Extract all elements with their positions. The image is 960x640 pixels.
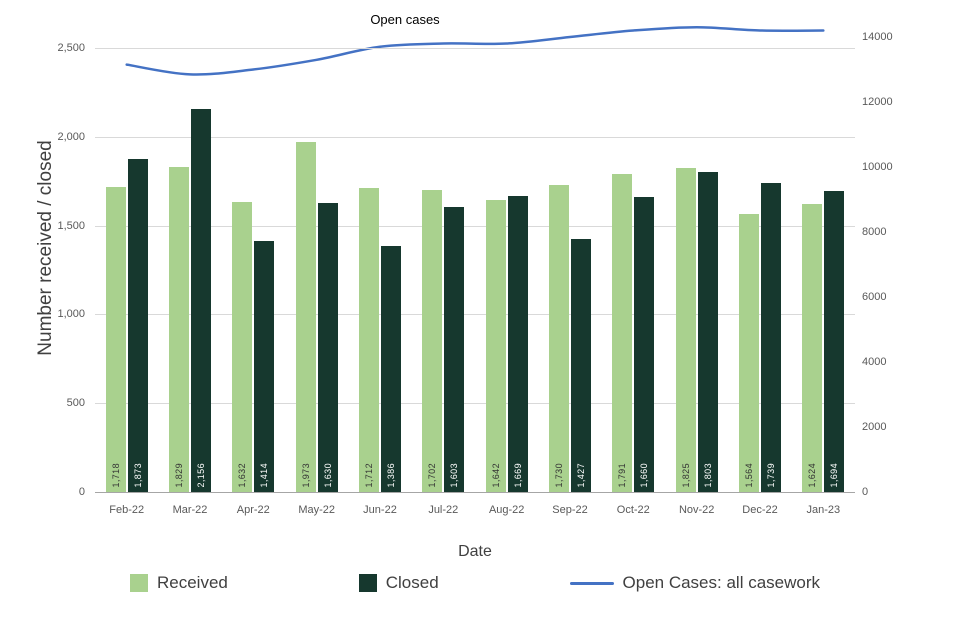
right-axis-tick-label: 10000	[862, 161, 893, 173]
bar-received: 1,564	[739, 214, 759, 492]
bar-received: 1,624	[802, 203, 823, 492]
plot-area: 1,718 1,873 1,829 2,156 1,632 1,414 1,973 1,630…	[95, 25, 855, 493]
bar-received: 1,730	[549, 184, 569, 492]
right-axis-tick-label: 8000	[862, 226, 887, 238]
left-axis-tick-label: 0	[78, 486, 85, 498]
gridline	[95, 314, 855, 316]
x-axis-tick-label: Oct-22	[616, 504, 650, 516]
closed-swatch	[358, 574, 377, 592]
bar-value-label: 1,386	[386, 463, 396, 488]
open-cases-all-casework-line-swatch	[569, 581, 614, 585]
bar-received: 1,829	[169, 167, 189, 492]
bar-value-label: 1,642	[490, 463, 501, 488]
bar-value-label: 1,803	[702, 463, 713, 488]
bar-closed: 1,630	[317, 202, 338, 492]
right-axis-tick-label: 14000	[862, 31, 893, 43]
bar-closed: 1,803	[697, 171, 718, 492]
left-axis-tick-label: 1,500	[57, 219, 85, 232]
left-axis-tick-label: 1,000	[57, 308, 85, 321]
legend-label: Open Cases: all casework	[622, 573, 820, 592]
x-axis-tick-label: Feb-22	[109, 504, 145, 516]
bar-received: 1,642	[485, 200, 506, 492]
legend-label: Closed	[385, 573, 439, 592]
bar-closed: 1,660	[634, 197, 655, 492]
bar-value-label: 1,669	[512, 463, 523, 488]
left-axis-tick-label: 2,000	[57, 130, 85, 143]
bar-closed: 1,873	[127, 159, 148, 492]
right-axis-tick-label: 0	[862, 486, 869, 498]
bar-value-label: 1,973	[300, 463, 311, 488]
gridline	[95, 136, 855, 138]
x-axis-tick-label: Jan-23	[806, 504, 841, 516]
bar-value-label: 1,624	[807, 463, 818, 488]
bar-received: 1,825	[675, 167, 696, 492]
x-axis-tick-label: Jun-22	[363, 504, 397, 516]
right-axis-tick-label: 6000	[862, 291, 887, 303]
bar-closed: 1,669	[507, 195, 528, 492]
x-axis-title: Date	[458, 543, 492, 560]
legend-label: Received	[157, 573, 228, 592]
right-axis-tick-label: 4000	[862, 356, 887, 368]
legend-item-closed: Closed	[358, 573, 439, 593]
bar-value-label: 1,702	[427, 463, 438, 488]
x-axis-tick-label: Sep-22	[552, 504, 588, 516]
bar-received: 1,632	[232, 202, 253, 492]
bar-value-label: 1,718	[110, 463, 121, 488]
gridline	[95, 48, 855, 49]
legend-item-received: Received	[130, 573, 228, 593]
legend: Received Closed Open Cases: all casework	[130, 573, 820, 593]
right-axis-tick-label: 2000	[862, 421, 887, 433]
bar-value-label: 2,156	[196, 463, 206, 488]
bar-value-label: 1,632	[237, 463, 248, 488]
x-axis-tick-label: Dec-22	[742, 504, 778, 516]
bar-value-label: 1,414	[259, 463, 270, 488]
chart-title: Open cases	[370, 12, 440, 27]
bar-received: 1,791	[612, 173, 633, 492]
bar-closed: 2,156	[191, 109, 211, 492]
x-axis-tick-label: Apr-22	[236, 504, 270, 516]
bar-value-label: 1,739	[766, 463, 776, 488]
gridline	[95, 403, 855, 405]
open-cases-line-path	[125, 25, 825, 76]
x-axis-tick-label: May-22	[298, 504, 336, 516]
x-axis-tick-label: Jul-22	[428, 504, 459, 516]
x-axis-tick-label: Aug-22	[488, 504, 525, 516]
bar-value-label: 1,791	[617, 463, 628, 488]
bar-value-label: 1,630	[322, 463, 333, 488]
x-axis-tick-label: Mar-22	[172, 504, 208, 516]
legend-item-open-cases-all-casework: Open Cases: all casework	[569, 573, 820, 593]
bar-received: 1,718	[105, 186, 126, 492]
left-axis-title: Number received / closed	[35, 140, 56, 356]
x-axis-tick-label: Nov-22	[678, 504, 715, 516]
bar-closed: 1,427	[571, 238, 591, 492]
bar-closed: 1,694	[824, 191, 845, 492]
bar-value-label: 1,564	[744, 463, 754, 488]
left-axis-tick-label: 500	[66, 397, 85, 410]
bar-value-label: 1,427	[576, 463, 586, 488]
received-swatch	[130, 574, 148, 592]
right-axis-tick-label: 12000	[862, 96, 893, 108]
bar-closed: 1,414	[254, 240, 275, 492]
bar-value-label: 1,730	[554, 463, 564, 488]
gridline	[95, 225, 855, 227]
bar-value-label: 1,873	[132, 463, 143, 488]
left-axis-tick-label: 2,500	[57, 42, 85, 54]
bar-value-label: 1,825	[680, 463, 691, 488]
bar-value-label: 1,694	[829, 463, 840, 488]
bar-value-label: 1,603	[449, 463, 460, 488]
bar-value-label: 1,712	[364, 463, 374, 488]
bar-received: 1,712	[359, 187, 379, 492]
bar-received: 1,973	[295, 141, 316, 492]
bar-value-label: 1,829	[174, 463, 184, 488]
bar-value-label: 1,660	[639, 463, 650, 488]
bar-received: 1,702	[422, 189, 443, 492]
bar-closed: 1,386	[381, 245, 401, 492]
bar-closed: 1,603	[444, 207, 465, 492]
bar-closed: 1,739	[761, 183, 781, 492]
